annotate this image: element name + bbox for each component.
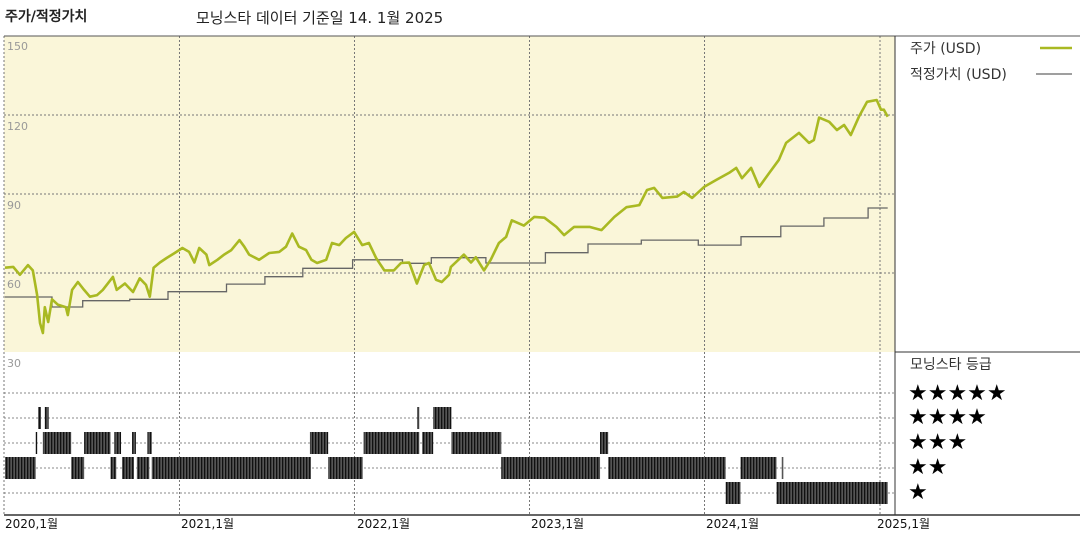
rating-bar-3-star	[84, 432, 111, 454]
y-tick-label: 120	[7, 120, 28, 133]
legend-label-fair-value: 적정가치 (USD)	[910, 67, 1007, 83]
rating-5-stars: ★★★★★	[908, 381, 1007, 406]
rating-bar-2-star	[781, 457, 784, 479]
y-tick-label: 90	[7, 199, 21, 212]
rating-bar-3-star	[600, 432, 609, 454]
price-line	[4, 98, 889, 335]
rating-bar-3-star	[309, 432, 329, 454]
rating-bar-3-star	[422, 432, 434, 454]
rating-bar-3-star	[35, 432, 38, 454]
rating-bar-4-star	[433, 407, 452, 429]
rating-bar-2-star	[136, 457, 150, 479]
rating-bar-2-star	[71, 457, 85, 479]
rating-bar-3-star	[114, 432, 122, 454]
x-tick-label: 2024,1월	[706, 517, 759, 531]
x-tick-label: 2021,1월	[181, 517, 234, 531]
rating-bar-2-star	[5, 457, 36, 479]
rating-bar-1-star	[776, 482, 888, 504]
rating-bar-3-star	[132, 432, 136, 454]
rating-bar-2-star	[608, 457, 726, 479]
rating-bar-2-star	[121, 457, 134, 479]
y-tick-label: 30	[7, 357, 21, 370]
y-axis-ticks: 150 120 90 60 30	[7, 40, 28, 370]
rating-1-star: ★	[908, 480, 928, 505]
rating-2-stars: ★★	[908, 455, 947, 480]
x-tick-label: 2022,1월	[357, 517, 410, 531]
rating-legend: 모닝스타 등급 ★★★★★ ★★★★ ★★★ ★★ ★	[908, 357, 1007, 505]
rating-bar-2-star	[501, 457, 601, 479]
rating-bar-2-star	[328, 457, 363, 479]
rating-bar-3-star	[363, 432, 420, 454]
fair-value-line	[5, 207, 888, 308]
x-tick-label: 2023,1월	[531, 517, 584, 531]
rating-bar-2-star	[151, 457, 311, 479]
chart-title: 주가/적정가치	[5, 8, 87, 25]
rating-bar-3-star	[451, 432, 502, 454]
rating-bar-3-star	[42, 432, 72, 454]
rating-title: 모닝스타 등급	[910, 357, 992, 373]
rating-bar-4-star	[417, 407, 420, 429]
x-axis-ticks: 2020,1월 2021,1월 2022,1월 2023,1월 2024,1월 …	[5, 517, 930, 531]
chart-subtitle: 모닝스타 데이터 기준일 14. 1월 2025	[196, 9, 443, 27]
x-tick-label: 2020,1월	[5, 517, 58, 531]
rating-bar-4-star	[38, 407, 41, 429]
rating-4-stars: ★★★★	[908, 405, 987, 430]
rating-bar-4-star	[44, 407, 49, 429]
rating-bar-2-star	[740, 457, 777, 479]
y-tick-label: 60	[7, 278, 21, 291]
x-tick-label: 2025,1월	[877, 517, 930, 531]
rating-bar-3-star	[147, 432, 152, 454]
rating-3-stars: ★★★	[908, 430, 967, 455]
y-tick-label: 150	[7, 40, 28, 53]
rating-bar-1-star	[725, 482, 741, 504]
legend-label-price: 주가 (USD)	[910, 41, 981, 57]
rating-bar-2-star	[110, 457, 117, 479]
rating-bars	[5, 407, 888, 504]
legend: 주가 (USD) 적정가치 (USD)	[910, 41, 1072, 83]
